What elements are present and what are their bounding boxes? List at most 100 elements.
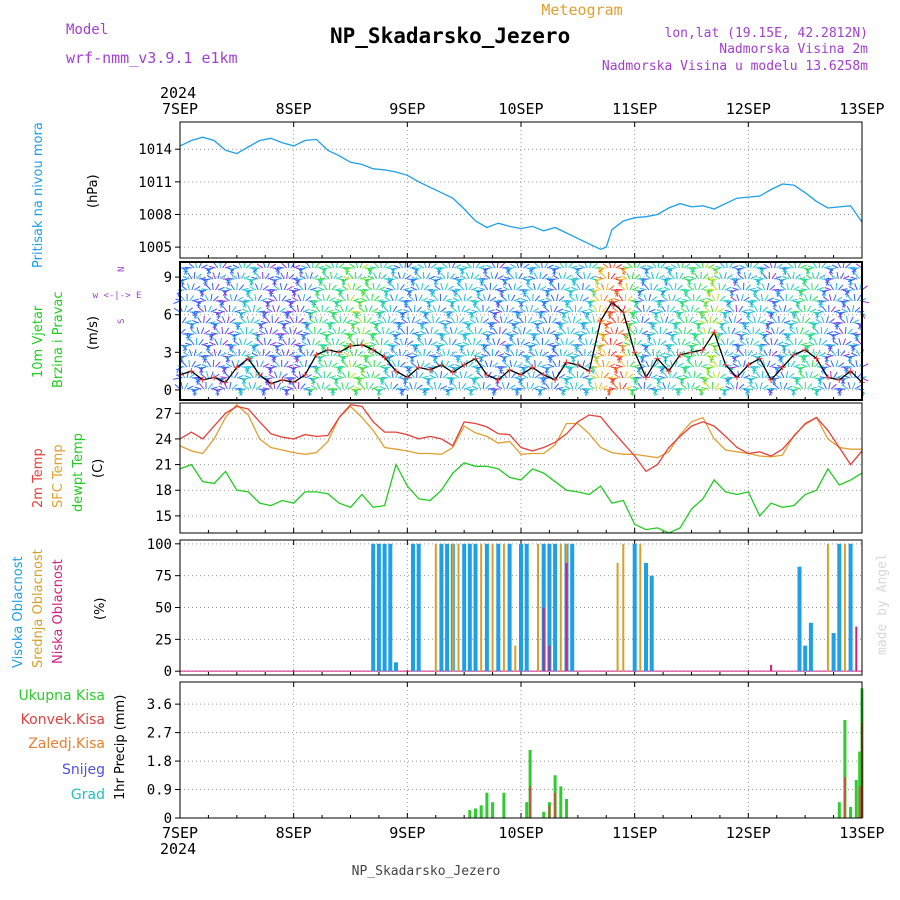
wind-arrow — [850, 276, 858, 280]
wind-arrow — [722, 299, 730, 302]
wind-arrow — [452, 289, 460, 294]
wind-arrow — [264, 350, 271, 357]
wind-arrow — [687, 371, 692, 379]
wind-arrow — [305, 360, 307, 368]
wind-arrow — [779, 382, 782, 390]
wind-arrow — [672, 372, 678, 379]
wind-arrow — [416, 384, 423, 390]
wind-arrow — [544, 306, 550, 313]
wind-arrow — [547, 288, 555, 291]
wind-arrow — [412, 353, 420, 357]
wind-arrow — [215, 283, 220, 291]
wind-arrow — [629, 328, 636, 335]
wind-arrow — [647, 340, 654, 346]
wind-arrow — [358, 377, 361, 385]
wind-arrow — [526, 295, 531, 302]
wind-arrow — [781, 361, 787, 368]
wind-arrow — [252, 267, 259, 273]
model-height-label: Nadmorska Visina u modelu 13.6258m — [602, 59, 868, 74]
wind-arrow — [325, 264, 332, 269]
wind-arrow — [532, 385, 540, 390]
wind-arrow — [267, 383, 273, 390]
wind-arrow — [600, 283, 605, 291]
wind-arrow — [180, 295, 186, 302]
wind-arrow — [205, 317, 212, 324]
wind-arrow — [667, 382, 671, 390]
wind-arrow — [276, 382, 282, 390]
wind-arrow — [721, 328, 728, 335]
wind-arrow — [534, 262, 541, 269]
wind-arrow — [582, 321, 590, 324]
wind-arrow — [854, 273, 860, 280]
wind-arrow — [239, 388, 243, 396]
wind-point-marker — [836, 376, 843, 383]
wind-arrow — [759, 267, 766, 273]
wind-arrow — [710, 305, 714, 313]
wind-arrow — [316, 296, 323, 302]
wind-arrow — [575, 294, 579, 302]
wind-arrow — [471, 309, 479, 313]
wind-arrow — [743, 322, 747, 330]
wind-arrow — [185, 333, 193, 339]
wind-arrow — [393, 265, 401, 269]
wind-arrow — [407, 305, 413, 313]
wind-arrow — [812, 373, 819, 379]
wind-arrow — [558, 296, 565, 302]
wind-arrow — [535, 322, 543, 326]
wind-arrow — [296, 354, 304, 357]
wind-arrow — [733, 278, 737, 286]
wind-point-marker — [563, 359, 570, 366]
cloud-high-bar — [371, 543, 376, 672]
wind-arrow — [275, 275, 283, 280]
wind-arrow — [395, 331, 403, 335]
wind-arrow — [650, 322, 657, 328]
wind-point-marker — [370, 346, 377, 353]
wind-arrow — [717, 332, 725, 335]
wind-arrow — [653, 361, 660, 368]
wind-arrow — [485, 350, 491, 357]
wind-arrow — [597, 352, 605, 357]
wind-point-marker — [449, 369, 456, 376]
wind-arrow — [324, 360, 328, 368]
wind-arrow — [318, 278, 323, 286]
wind-arrow — [624, 333, 629, 341]
wind-arrow — [502, 371, 508, 379]
wind-arrow — [182, 344, 190, 348]
wind-arrow — [581, 322, 586, 330]
wind-arrow — [790, 298, 798, 302]
wind-arrow — [795, 377, 799, 385]
wind-arrow — [828, 294, 832, 302]
wind-arrow — [721, 283, 727, 291]
wind-arrow — [672, 294, 676, 302]
wind-arrow — [221, 326, 224, 335]
wind-arrow — [412, 344, 420, 350]
wind-arrow — [329, 375, 336, 379]
wind-arrow — [528, 267, 536, 272]
wind-arrow — [747, 272, 752, 280]
wind-arrow — [830, 383, 837, 390]
wind-arrow — [425, 317, 432, 324]
wind-arrow — [373, 262, 380, 269]
precip-panel: 00.91.82.73.6 — [147, 681, 864, 827]
wind-point-marker — [199, 376, 206, 383]
wind-rose-north: N — [117, 267, 127, 272]
wind-arrow — [513, 360, 518, 368]
wind-arrow — [554, 341, 562, 346]
wind-arrow — [320, 344, 328, 350]
wind-arrow — [620, 317, 626, 324]
wind-arrow — [226, 316, 230, 324]
wind-arrow — [621, 267, 628, 272]
wind-arrow — [483, 283, 489, 291]
wind-arrow — [201, 364, 209, 368]
wind-arrow — [818, 300, 825, 306]
wind-arrow — [651, 272, 655, 280]
wind-arrow — [662, 266, 671, 269]
wind-arrow — [361, 327, 365, 335]
wind-arrow — [293, 342, 301, 346]
wind-arrow — [676, 284, 683, 291]
wind-arrow — [321, 318, 329, 324]
wind-arrow — [191, 298, 199, 302]
wind-arrow — [421, 297, 429, 302]
wind-arrow — [808, 333, 815, 338]
wind-arrow — [615, 263, 622, 269]
